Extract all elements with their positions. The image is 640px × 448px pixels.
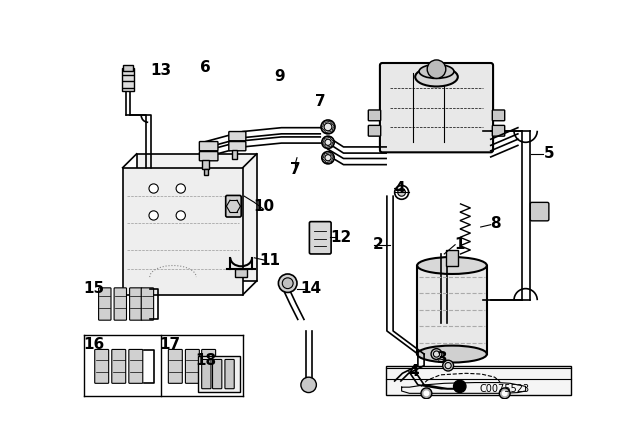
- Circle shape: [443, 360, 454, 371]
- FancyBboxPatch shape: [99, 288, 111, 320]
- Bar: [198, 356, 241, 392]
- Circle shape: [282, 278, 293, 289]
- Text: 4: 4: [394, 181, 404, 196]
- FancyBboxPatch shape: [186, 349, 199, 383]
- FancyBboxPatch shape: [129, 349, 143, 383]
- FancyBboxPatch shape: [531, 202, 549, 221]
- Text: 5: 5: [543, 146, 554, 161]
- FancyBboxPatch shape: [114, 288, 127, 320]
- Circle shape: [324, 123, 332, 131]
- Text: 18: 18: [195, 353, 216, 368]
- FancyBboxPatch shape: [95, 349, 109, 383]
- Text: 11: 11: [259, 253, 280, 267]
- Circle shape: [176, 184, 186, 193]
- Bar: [136, 154, 257, 281]
- Circle shape: [454, 380, 466, 392]
- Bar: [123, 168, 243, 295]
- FancyBboxPatch shape: [212, 359, 222, 389]
- Circle shape: [502, 391, 507, 396]
- FancyBboxPatch shape: [492, 125, 505, 136]
- Text: 4: 4: [408, 364, 419, 379]
- Bar: [417, 266, 487, 354]
- Circle shape: [433, 351, 440, 357]
- Text: 15: 15: [83, 281, 104, 296]
- Ellipse shape: [417, 345, 487, 362]
- Circle shape: [325, 155, 331, 161]
- Ellipse shape: [415, 67, 458, 86]
- Ellipse shape: [417, 257, 487, 274]
- FancyBboxPatch shape: [226, 195, 241, 217]
- Circle shape: [278, 274, 297, 293]
- FancyBboxPatch shape: [229, 142, 246, 151]
- Bar: [204, 169, 208, 176]
- FancyBboxPatch shape: [225, 359, 234, 389]
- Text: 10: 10: [253, 199, 274, 214]
- Circle shape: [499, 388, 510, 399]
- Text: 16: 16: [83, 337, 104, 352]
- Circle shape: [176, 211, 186, 220]
- Text: 7: 7: [290, 162, 301, 177]
- FancyBboxPatch shape: [141, 288, 154, 320]
- FancyBboxPatch shape: [202, 359, 211, 389]
- Circle shape: [445, 362, 451, 369]
- Circle shape: [149, 184, 158, 193]
- Text: 8: 8: [490, 215, 500, 231]
- Text: 13: 13: [151, 63, 172, 78]
- Bar: [232, 150, 237, 159]
- Text: 9: 9: [275, 69, 285, 84]
- Circle shape: [322, 136, 334, 148]
- Text: 1: 1: [454, 237, 465, 252]
- Text: 12: 12: [330, 229, 352, 245]
- FancyBboxPatch shape: [112, 349, 125, 383]
- Text: 3: 3: [437, 351, 448, 366]
- Text: 6: 6: [200, 60, 211, 75]
- Circle shape: [397, 189, 406, 196]
- Bar: [124, 65, 132, 71]
- FancyBboxPatch shape: [229, 132, 246, 141]
- Text: C0075523: C0075523: [479, 383, 530, 394]
- Circle shape: [421, 388, 432, 399]
- FancyBboxPatch shape: [368, 125, 381, 136]
- Circle shape: [321, 120, 335, 134]
- FancyBboxPatch shape: [129, 288, 142, 320]
- Circle shape: [395, 185, 408, 199]
- Circle shape: [325, 139, 331, 146]
- FancyBboxPatch shape: [492, 110, 505, 121]
- FancyBboxPatch shape: [199, 151, 218, 161]
- FancyBboxPatch shape: [168, 349, 182, 383]
- Text: 14: 14: [300, 281, 321, 296]
- Bar: [122, 68, 134, 91]
- FancyBboxPatch shape: [380, 63, 493, 152]
- Bar: [235, 269, 248, 277]
- Circle shape: [424, 391, 429, 396]
- Bar: [446, 250, 458, 266]
- Circle shape: [149, 211, 158, 220]
- FancyBboxPatch shape: [309, 222, 331, 254]
- Text: 17: 17: [159, 337, 180, 352]
- Text: 7: 7: [315, 94, 326, 109]
- Circle shape: [431, 349, 442, 359]
- Ellipse shape: [419, 65, 454, 78]
- FancyBboxPatch shape: [199, 142, 218, 151]
- Bar: [386, 366, 571, 395]
- Text: 2: 2: [373, 237, 384, 252]
- Circle shape: [428, 60, 446, 78]
- Bar: [202, 160, 209, 169]
- Circle shape: [301, 377, 316, 392]
- Circle shape: [322, 151, 334, 164]
- FancyBboxPatch shape: [368, 110, 381, 121]
- FancyBboxPatch shape: [202, 349, 216, 383]
